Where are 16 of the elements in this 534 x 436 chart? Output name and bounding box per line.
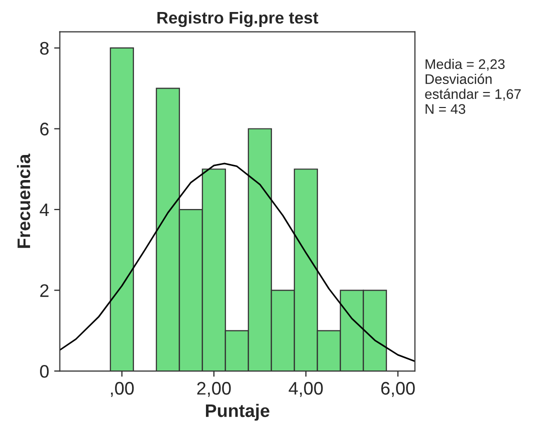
text: Desviación estándar = 1,67 [425,74,521,101]
y-tick-label: 0 [40,364,49,378]
y-tick-label: 4 [40,204,49,216]
x-tick-label: 6,00 [381,382,415,397]
y-tick-label: 6 [40,122,49,136]
chart-title: Registro Fig.pre test [157,11,318,28]
line-series [60,162,415,362]
y-tick-label: 2 [40,284,48,297]
text: Media = 2,23 [426,58,505,71]
x-tick-label: ,00 [110,382,134,397]
x-axis-title: Puntaje [206,404,270,421]
y-tick-label: 8 [40,42,49,55]
x-tick-label: 4,00 [288,382,323,397]
y-axis-title: Frecuencia [16,154,30,248]
x-tick-label: 2,00 [197,382,231,397]
text: N = 43 [426,104,466,114]
